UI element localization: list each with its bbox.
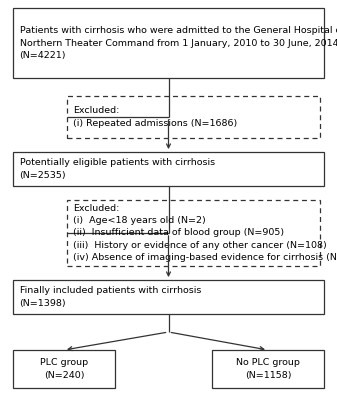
Text: Excluded:
(i)  Age<18 years old (N=2)
(ii)  Insufficient data of blood group (N=: Excluded: (i) Age<18 years old (N=2) (ii…	[73, 204, 337, 262]
Text: Finally included patients with cirrhosis
(N=1398): Finally included patients with cirrhosis…	[20, 286, 201, 308]
Text: Potentially eligible patients with cirrhosis
(N=2535): Potentially eligible patients with cirrh…	[20, 158, 215, 180]
Text: Patients with cirrhosis who were admitted to the General Hospital of
Northern Th: Patients with cirrhosis who were admitte…	[20, 26, 337, 60]
FancyBboxPatch shape	[13, 350, 115, 388]
FancyBboxPatch shape	[13, 8, 324, 78]
FancyBboxPatch shape	[67, 200, 320, 266]
FancyBboxPatch shape	[13, 152, 324, 186]
FancyBboxPatch shape	[13, 280, 324, 314]
FancyBboxPatch shape	[67, 96, 320, 138]
Text: Excluded:
(i) Repeated admissions (N=1686): Excluded: (i) Repeated admissions (N=168…	[73, 106, 238, 128]
Text: No PLC group
(N=1158): No PLC group (N=1158)	[236, 358, 300, 380]
FancyBboxPatch shape	[212, 350, 324, 388]
Text: PLC group
(N=240): PLC group (N=240)	[40, 358, 88, 380]
